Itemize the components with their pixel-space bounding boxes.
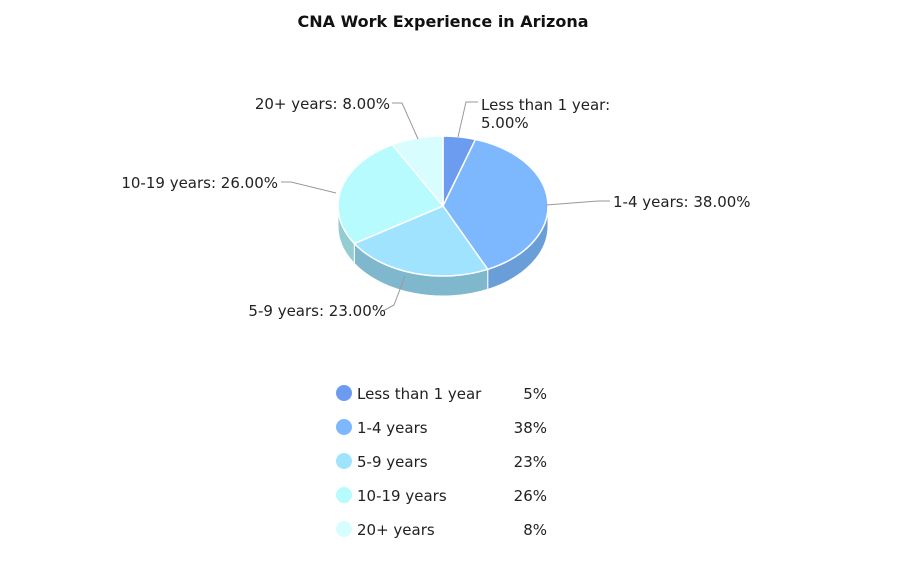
- legend-label-0: Less than 1 year: [357, 385, 482, 403]
- legend-label-1: 1-4 years: [357, 419, 428, 437]
- legend-label-4: 20+ years: [357, 521, 435, 539]
- legend-label-2: 5-9 years: [357, 453, 428, 471]
- leader-line-3: [281, 181, 337, 194]
- legend-swatch-4: [336, 521, 352, 537]
- leader-line-4: [392, 102, 419, 140]
- data-label-0-value: 5.00%: [481, 114, 529, 132]
- legend: Less than 1 year 5% 1-4 years 38% 5-9 years 2…: [336, 385, 547, 539]
- legend-value-1: 38%: [514, 419, 547, 437]
- data-label-2: 5-9 years: 23.00%: [248, 302, 386, 320]
- chart-title: CNA Work Experience in Arizona: [297, 12, 588, 31]
- leader-line-1: [545, 200, 610, 206]
- legend-item[interactable]: 5-9 years 23%: [336, 453, 547, 471]
- legend-swatch-3: [336, 487, 352, 503]
- legend-swatch-1: [336, 419, 352, 435]
- legend-label-3: 10-19 years: [357, 487, 447, 505]
- legend-value-2: 23%: [514, 453, 547, 471]
- pie-slice-2[interactable]: [353, 205, 489, 277]
- pie-slice-1[interactable]: [442, 138, 549, 271]
- leader-line-0: [457, 101, 478, 138]
- pie-slice-4[interactable]: [391, 135, 444, 209]
- leader-line-2: [382, 275, 406, 312]
- legend-value-4: 8%: [523, 521, 547, 539]
- legend-swatch-2: [336, 453, 352, 469]
- data-label-0: Less than 1 year:: [481, 96, 610, 114]
- data-label-3: 10-19 years: 26.00%: [121, 174, 278, 192]
- legend-value-3: 26%: [514, 487, 547, 505]
- pie-slice-3[interactable]: [337, 143, 445, 245]
- pie-labels: Less than 1 year:5.00% 1-4 years: 38.00% 5…: [121, 95, 750, 320]
- legend-item[interactable]: 20+ years 8%: [336, 521, 547, 539]
- data-label-4: 20+ years: 8.00%: [255, 95, 390, 113]
- legend-item[interactable]: 10-19 years 26%: [336, 487, 547, 505]
- data-label-1: 1-4 years: 38.00%: [613, 193, 751, 211]
- legend-item[interactable]: Less than 1 year 5%: [336, 385, 547, 403]
- legend-swatch-0: [336, 385, 352, 401]
- legend-item[interactable]: 1-4 years 38%: [336, 419, 547, 437]
- legend-value-0: 5%: [523, 385, 547, 403]
- pie-tops: [337, 135, 549, 277]
